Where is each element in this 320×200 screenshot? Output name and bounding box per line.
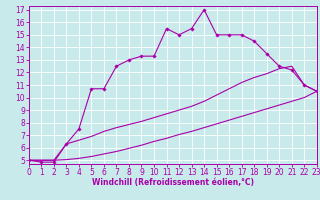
- X-axis label: Windchill (Refroidissement éolien,°C): Windchill (Refroidissement éolien,°C): [92, 178, 254, 187]
